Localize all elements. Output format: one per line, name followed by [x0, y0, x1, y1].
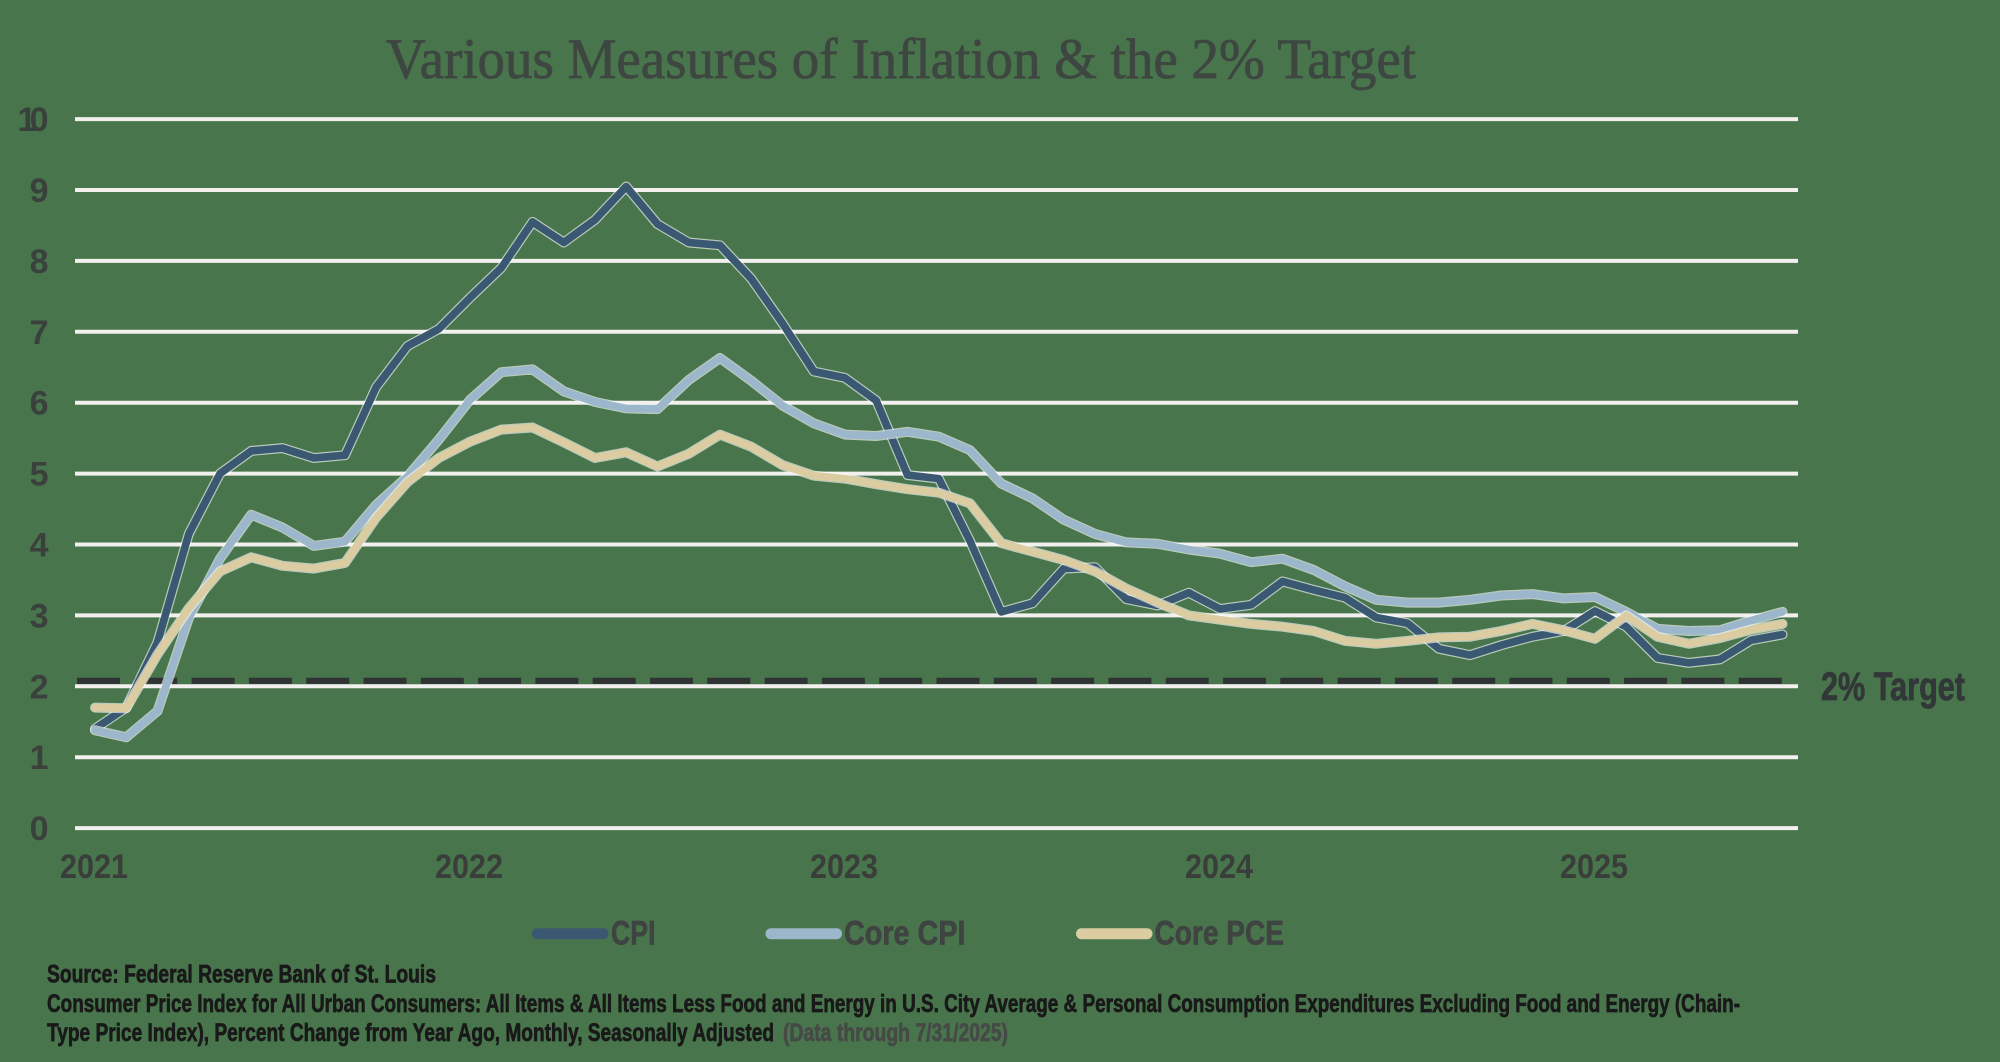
svg-text:0: 0 [30, 810, 49, 848]
svg-text:4: 4 [30, 527, 49, 565]
svg-text:CPI: CPI [611, 915, 656, 953]
svg-text:7: 7 [30, 314, 49, 352]
svg-text:2021: 2021 [60, 848, 128, 886]
svg-text:6: 6 [30, 385, 49, 423]
svg-text:10: 10 [18, 101, 49, 139]
svg-text:2022: 2022 [435, 848, 503, 886]
svg-text:Type Price Index), Percent Cha: Type Price Index), Percent Change from Y… [47, 1019, 774, 1047]
svg-text:2: 2 [30, 668, 49, 706]
svg-text:2% Target: 2% Target [1821, 665, 1965, 709]
svg-text:Consumer Price Index for All U: Consumer Price Index for All Urban Consu… [47, 990, 1740, 1018]
svg-text:Various Measures of Inflation: Various Measures of Inflation & the 2% T… [386, 28, 1416, 91]
svg-text:3: 3 [30, 597, 49, 635]
svg-text:Source: Federal Reserve Bank o: Source: Federal Reserve Bank of St. Loui… [47, 961, 436, 989]
svg-text:(Data through 7/31/2025): (Data through 7/31/2025) [783, 1019, 1008, 1047]
svg-text:2025: 2025 [1560, 848, 1628, 886]
svg-text:Core CPI: Core CPI [844, 915, 966, 953]
svg-text:1: 1 [30, 739, 49, 777]
svg-text:2023: 2023 [810, 848, 878, 886]
svg-text:5: 5 [30, 456, 49, 494]
svg-text:9: 9 [30, 172, 49, 210]
svg-text:8: 8 [30, 243, 49, 281]
svg-text:2024: 2024 [1185, 848, 1253, 886]
svg-text:Core PCE: Core PCE [1155, 915, 1285, 953]
